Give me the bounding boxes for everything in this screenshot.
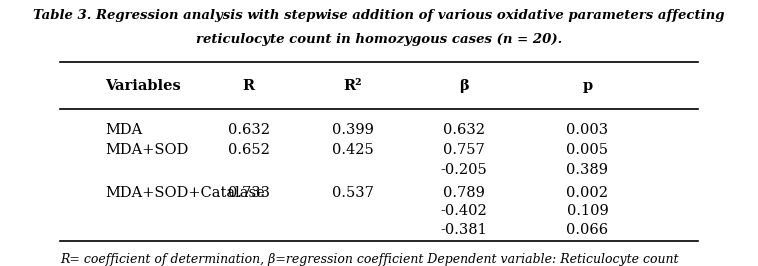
Text: 0.652: 0.652 — [228, 143, 270, 157]
Text: reticulocyte count in homozygous cases (n = 20).: reticulocyte count in homozygous cases (… — [196, 33, 562, 46]
Text: 0.389: 0.389 — [566, 163, 609, 177]
Text: -0.381: -0.381 — [440, 223, 487, 237]
Text: 0.757: 0.757 — [443, 143, 484, 157]
Text: 0.733: 0.733 — [227, 186, 270, 200]
Text: 0.002: 0.002 — [566, 186, 609, 200]
Text: MDA: MDA — [105, 123, 143, 137]
Text: R: R — [243, 79, 255, 93]
Text: 0.109: 0.109 — [566, 204, 608, 218]
Text: 0.632: 0.632 — [443, 123, 484, 137]
Text: 0.425: 0.425 — [332, 143, 374, 157]
Text: R= coefficient of determination, β=regression coefficient Dependent variable: Re: R= coefficient of determination, β=regre… — [60, 253, 678, 266]
Text: Table 3. Regression analysis with stepwise addition of various oxidative paramet: Table 3. Regression analysis with stepwi… — [33, 9, 725, 22]
Text: Variables: Variables — [105, 79, 181, 93]
Text: 0.789: 0.789 — [443, 186, 484, 200]
Text: -0.205: -0.205 — [440, 163, 487, 177]
Text: 0.003: 0.003 — [566, 123, 609, 137]
Text: 0.537: 0.537 — [332, 186, 374, 200]
Text: p: p — [582, 79, 593, 93]
Text: 0.632: 0.632 — [227, 123, 270, 137]
Text: MDA+SOD+Catalase: MDA+SOD+Catalase — [105, 186, 265, 200]
Text: R²: R² — [343, 79, 362, 93]
Text: 0.399: 0.399 — [332, 123, 374, 137]
Text: MDA+SOD: MDA+SOD — [105, 143, 189, 157]
Text: 0.066: 0.066 — [566, 223, 609, 237]
Text: 0.005: 0.005 — [566, 143, 609, 157]
Text: -0.402: -0.402 — [440, 204, 487, 218]
Text: β: β — [459, 79, 468, 93]
